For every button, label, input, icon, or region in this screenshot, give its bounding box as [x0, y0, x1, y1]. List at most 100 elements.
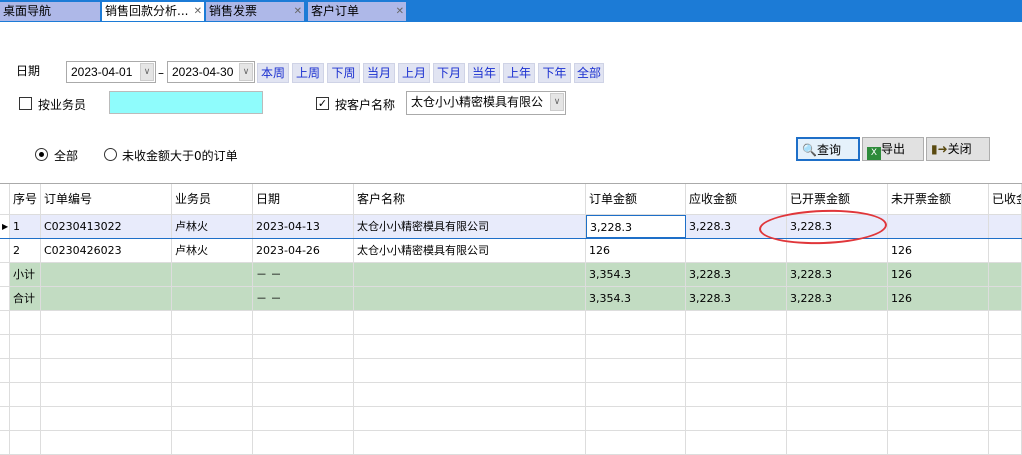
grid-cell[interactable] — [787, 311, 888, 334]
grid-cell[interactable] — [686, 239, 787, 262]
query-button[interactable]: 🔍查询 — [796, 137, 860, 161]
quick-date-button[interactable]: 上年 — [503, 63, 535, 83]
grid-cell[interactable] — [10, 359, 41, 382]
grid-cell[interactable] — [10, 335, 41, 358]
date-from-picker[interactable]: 2023-04-01 ∨ — [66, 61, 156, 83]
quick-date-button[interactable]: 下年 — [538, 63, 571, 83]
salesman-input[interactable] — [109, 91, 263, 114]
column-header[interactable]: 序号 — [10, 184, 41, 214]
grid-cell[interactable] — [41, 335, 172, 358]
grid-cell[interactable] — [586, 335, 686, 358]
grid-cell[interactable] — [989, 311, 1022, 334]
grid-cell[interactable] — [253, 359, 354, 382]
grid-cell[interactable]: 2023-04-13 — [253, 215, 354, 238]
grid-cell[interactable] — [989, 431, 1022, 454]
grid-cell[interactable] — [787, 407, 888, 430]
grid-cell[interactable] — [686, 335, 787, 358]
grid-cell[interactable] — [253, 311, 354, 334]
grid-cell[interactable] — [787, 359, 888, 382]
grid-cell[interactable] — [354, 359, 586, 382]
quick-date-button[interactable]: 上周 — [292, 63, 324, 83]
quick-date-button[interactable]: 当年 — [468, 63, 500, 83]
grid-cell[interactable] — [586, 407, 686, 430]
grid-cell[interactable]: 126 — [888, 263, 989, 286]
grid-cell[interactable] — [41, 263, 172, 286]
grid-cell[interactable]: 合计 — [10, 287, 41, 310]
row-indicator[interactable] — [0, 359, 10, 382]
column-header[interactable]: 业务员 — [172, 184, 253, 214]
tab-desktop-nav[interactable]: 桌面导航 — [0, 2, 100, 21]
empty-row[interactable] — [0, 407, 1022, 431]
column-header[interactable]: 日期 — [253, 184, 354, 214]
quick-date-button[interactable]: 下月 — [433, 63, 465, 83]
grid-cell[interactable] — [354, 407, 586, 430]
grid-cell[interactable] — [787, 335, 888, 358]
by-salesman-checkbox[interactable] — [19, 97, 32, 110]
grid-cell[interactable]: 126 — [888, 287, 989, 310]
column-header[interactable]: 已开票金额 — [787, 184, 888, 214]
grid-cell[interactable]: 3,228.3 — [787, 263, 888, 286]
grid-cell[interactable] — [787, 431, 888, 454]
column-header[interactable]: 未开票金额 — [888, 184, 989, 214]
empty-row[interactable] — [0, 359, 1022, 383]
grid-cell[interactable] — [888, 215, 989, 238]
grid-cell[interactable]: 2 — [10, 239, 41, 262]
customer-combo[interactable]: 太仓小小精密模具有限公 ∨ — [406, 91, 566, 115]
grid-cell[interactable] — [41, 311, 172, 334]
grid-cell[interactable] — [989, 335, 1022, 358]
close-icon[interactable]: ✕ — [293, 6, 302, 17]
tab-sales-invoice[interactable]: 销售发票 ✕ — [206, 2, 304, 21]
grid-cell[interactable] — [41, 407, 172, 430]
grid-cell[interactable]: 3,228.3 — [586, 215, 686, 238]
grid-cell[interactable] — [172, 287, 253, 310]
grid-cell[interactable]: 太仓小小精密模具有限公司 — [354, 239, 586, 262]
grid-cell[interactable] — [354, 335, 586, 358]
column-header[interactable]: 订单金额 — [586, 184, 686, 214]
table-row[interactable]: ▶ 1 C0230413022 卢林火 2023-04-13 太仓小小精密模具有限公司 3,… — [0, 215, 1022, 239]
grid-cell[interactable]: 126 — [888, 239, 989, 262]
grid-cell[interactable] — [586, 431, 686, 454]
quick-date-button[interactable]: 本周 — [257, 63, 289, 83]
grid-cell[interactable] — [253, 407, 354, 430]
grid-cell[interactable]: 3,354.3 — [586, 287, 686, 310]
grid-cell[interactable] — [10, 311, 41, 334]
column-header[interactable]: 应收金额 — [686, 184, 787, 214]
grid-cell[interactable] — [686, 431, 787, 454]
grid-cell[interactable] — [686, 383, 787, 406]
column-header[interactable]: 已收金 — [989, 184, 1022, 214]
grid-cell[interactable] — [888, 311, 989, 334]
chevron-down-icon[interactable]: ∨ — [239, 63, 253, 81]
grid-cell[interactable]: 卢林火 — [172, 215, 253, 238]
empty-row[interactable] — [0, 383, 1022, 407]
grid-cell[interactable] — [989, 287, 1022, 310]
grid-cell[interactable]: 2023-04-26 — [253, 239, 354, 262]
row-indicator[interactable] — [0, 287, 10, 310]
grid-header[interactable]: 序号订单编号业务员日期客户名称订单金额应收金额已开票金额未开票金额已收金 — [0, 184, 1022, 215]
grid-cell[interactable] — [354, 383, 586, 406]
grid-cell[interactable] — [888, 383, 989, 406]
grid-cell[interactable]: 3,354.3 — [586, 263, 686, 286]
row-indicator[interactable] — [0, 431, 10, 454]
row-indicator[interactable] — [0, 263, 10, 286]
grid-cell[interactable] — [10, 383, 41, 406]
quick-date-button[interactable]: 下周 — [327, 63, 360, 83]
grid-cell[interactable]: 太仓小小精密模具有限公司 — [354, 215, 586, 238]
grid-cell[interactable] — [989, 407, 1022, 430]
grid-cell[interactable] — [989, 359, 1022, 382]
grid-cell[interactable] — [172, 335, 253, 358]
grid-cell[interactable] — [888, 431, 989, 454]
radio-all[interactable] — [35, 148, 48, 161]
grid-cell[interactable] — [787, 383, 888, 406]
grid-cell[interactable]: 126 — [586, 239, 686, 262]
grid-cell[interactable] — [586, 311, 686, 334]
grid-cell[interactable]: 3,228.3 — [686, 263, 787, 286]
by-customer-checkbox[interactable]: ✓ — [316, 97, 329, 110]
table-row[interactable]: 2 C0230426023 卢林火 2023-04-26 太仓小小精密模具有限公司 126… — [0, 239, 1022, 263]
radio-unpaid[interactable] — [104, 148, 117, 161]
subtotal-row[interactable]: 小计－ － 3,354.3 3,228.3 3,228.3 126 — [0, 263, 1022, 287]
grid-cell[interactable] — [253, 383, 354, 406]
grid-cell[interactable] — [41, 287, 172, 310]
grid-cell[interactable]: 3,228.3 — [787, 287, 888, 310]
row-indicator[interactable] — [0, 239, 10, 262]
grid-cell[interactable] — [686, 311, 787, 334]
